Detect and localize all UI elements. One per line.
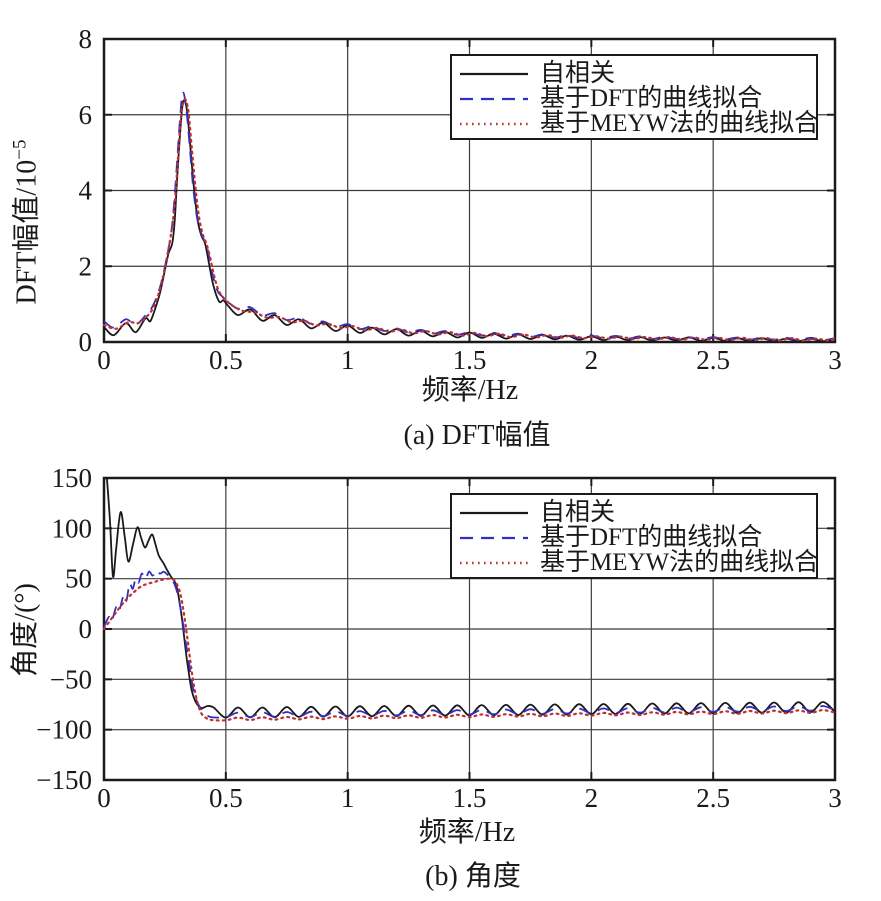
y-tick-label: 4 (79, 176, 93, 206)
legend-item-autocorr: 自相关 (460, 61, 816, 86)
y-tick-label: 6 (79, 100, 93, 130)
legend-chart-a: 自相关 基于DFT的曲线拟合 基于MEYW法的曲线拟合 (450, 54, 820, 140)
x-tick-label: 2 (585, 783, 599, 813)
plot-border (102, 37, 837, 344)
x-tick-label: 0 (97, 783, 111, 813)
x-tick-label: 3 (828, 783, 842, 813)
chart-b: −150 −100 −50 0 50 100 150 0 0.5 1 1.5 2 2.5 3 (36, 463, 841, 813)
y-tick-label: 100 (52, 513, 93, 543)
y-tick-label: 0 (79, 327, 93, 357)
x-tick-label: 2 (585, 345, 599, 375)
caption-b: (b) 角度 (425, 861, 521, 892)
y-tick-label: 2 (79, 251, 93, 281)
legend-item-meyw-fit: 基于MEYW法的曲线拟合 (460, 549, 820, 576)
x-tick-label: 2.5 (696, 345, 730, 375)
x-tick-label: 0.5 (209, 345, 243, 375)
legend-label-meyw-fit: 基于MEYW法的曲线拟合 (540, 110, 820, 137)
legend-label-dft-fit: 基于DFT的曲线拟合 (540, 524, 763, 551)
caption-a: (a) DFT幅值 (403, 420, 551, 451)
x-axis-label-a: 频率/Hz (421, 375, 519, 406)
dotted-line-sample-icon (460, 122, 528, 125)
legend-label-meyw-fit: 基于MEYW法的曲线拟合 (540, 549, 820, 576)
y-axis-label-a-base: DFT幅值/10 (11, 159, 43, 305)
x-axis-label-b: 频率/Hz (418, 817, 516, 848)
legend-chart-b: 自相关 基于DFT的曲线拟合 基于MEYW法的曲线拟合 (450, 493, 820, 579)
y-axis-label-a-exponent: −5 (9, 139, 31, 160)
legend-item-dft-fit: 基于DFT的曲线拟合 (460, 525, 816, 550)
y-tick-label: 0 (79, 614, 93, 644)
legend-label-autocorr: 自相关 (540, 499, 616, 526)
dashed-line-sample-icon (460, 97, 528, 100)
x-tick-label: 0 (97, 345, 111, 375)
x-tick-label: 1 (341, 783, 355, 813)
x-tick-label: 0.5 (209, 783, 243, 813)
solid-line-sample-icon (460, 72, 528, 75)
series-dft-fit-chart-b (103, 569, 836, 719)
dotted-line-sample-icon (460, 561, 528, 564)
chart-a: 0 2 4 6 8 0 0.5 1 1.5 2 2.5 3 (79, 24, 842, 375)
y-tick-label: −50 (50, 664, 92, 694)
series-group (103, 91, 836, 343)
y-tick-label: 8 (79, 24, 93, 54)
series-meyw-fit-chart-a (103, 98, 836, 342)
solid-line-sample-icon (460, 511, 528, 514)
x-tick-label: 1 (341, 345, 355, 375)
legend-item-dft-fit: 基于DFT的曲线拟合 (460, 86, 816, 111)
legend-label-dft-fit: 基于DFT的曲线拟合 (540, 85, 763, 112)
y-tick-label: 150 (52, 463, 93, 493)
legend-item-autocorr: 自相关 (460, 500, 816, 525)
x-tick-label: 3 (828, 345, 842, 375)
legend-label-autocorr: 自相关 (540, 60, 616, 87)
x-tick-label: 2.5 (696, 783, 730, 813)
series-autocorr-chart-b (106, 477, 836, 719)
y-axis-label-b: 角度/(°) (10, 583, 41, 677)
y-tick-label: −100 (36, 715, 92, 745)
x-tick-label: 1.5 (453, 345, 487, 375)
y-tick-label: −150 (36, 765, 92, 795)
y-axis-label-a: DFT幅值/10−5 (9, 139, 43, 305)
x-tick-label: 1.5 (453, 783, 487, 813)
series-meyw-fit-chart-b (103, 577, 836, 722)
y-tick-label: 50 (65, 564, 92, 594)
series-group (103, 477, 836, 722)
dashed-line-sample-icon (460, 536, 528, 539)
legend-item-meyw-fit: 基于MEYW法的曲线拟合 (460, 110, 820, 137)
